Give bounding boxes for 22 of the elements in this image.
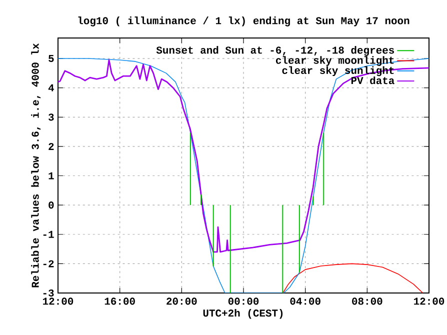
y-axis-title: Reliable values below 3.6, i.e, 4000 lx	[31, 43, 41, 288]
y-tick-label: -1	[43, 230, 54, 238]
y-tick-label: -3	[43, 289, 54, 297]
x-tick-label: 16:00	[104, 298, 135, 305]
y-tick-label: 0	[48, 202, 54, 209]
x-tick-label: 00:00	[228, 298, 259, 305]
legend-label: Sunset and Sun at -6, -12, -18 degrees	[156, 46, 394, 56]
chart-title: log10 ( illuminance / 1 lx) ending at Sun May 17 noon	[78, 16, 410, 26]
x-tick-label: 08:00	[352, 298, 382, 305]
x-tick-label: 04:00	[290, 298, 320, 305]
y-tick-label: 3	[48, 114, 54, 121]
y-tick-label: -2	[43, 260, 54, 268]
y-tick-label: 1	[48, 172, 54, 180]
y-tick-label: 2	[48, 142, 54, 150]
x-tick-label: 20:00	[166, 298, 197, 305]
y-tick-label: 4	[48, 84, 54, 92]
x-tick-label: 12:00	[43, 298, 74, 305]
legend-label: PV data	[351, 76, 394, 84]
x-axis-title: UTC+2h (CEST)	[203, 308, 283, 319]
x-tick-label: 12:00	[414, 298, 444, 305]
legend-label: clear sky moonlight	[276, 56, 394, 66]
y-tick-label: 5	[48, 55, 54, 62]
